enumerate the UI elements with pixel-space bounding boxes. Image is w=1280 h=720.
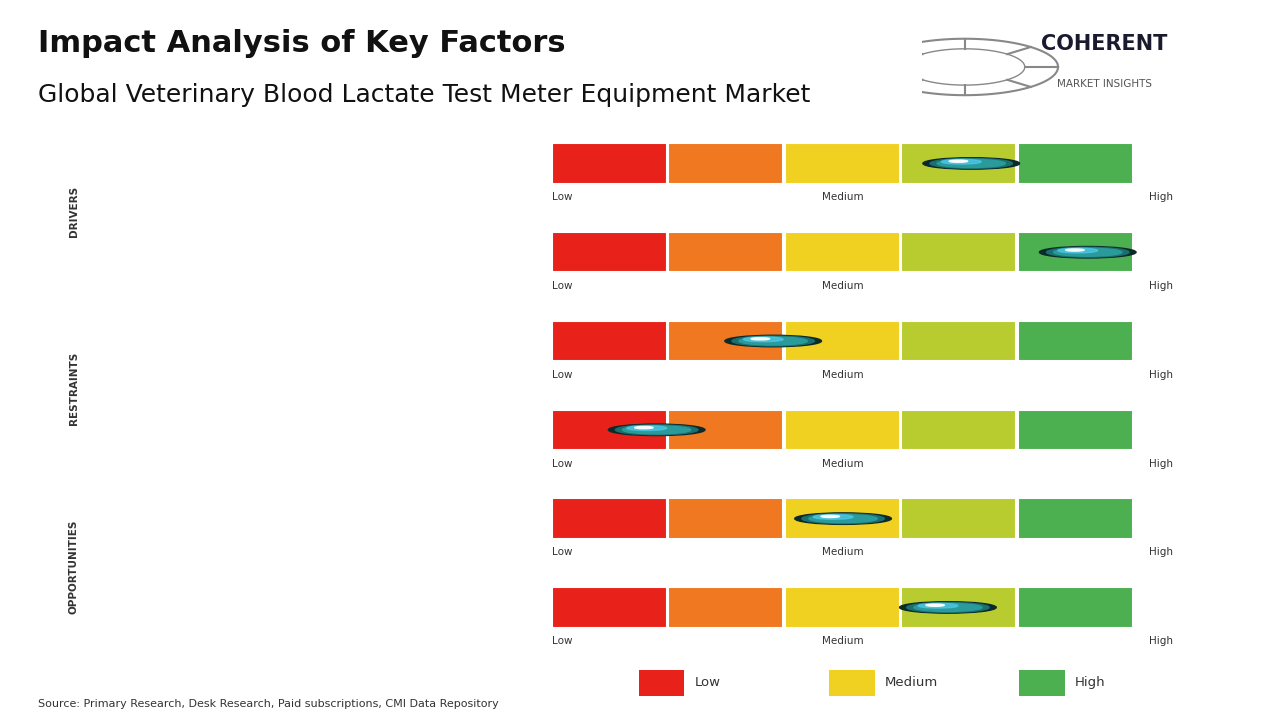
Text: Increasing Prevalence of Veterinary
Diseases & Disorders: Increasing Prevalence of Veterinary Dise… [136, 148, 372, 176]
Text: Medium: Medium [822, 281, 864, 291]
Circle shape [1039, 246, 1137, 258]
Circle shape [751, 338, 769, 340]
Text: Veterinary Point-of-Care & Portable
Diagnostic Equipment: Veterinary Point-of-Care & Portable Diag… [136, 593, 372, 621]
Circle shape [1066, 249, 1084, 251]
Circle shape [941, 159, 982, 164]
Circle shape [616, 425, 698, 435]
Text: Medium: Medium [822, 459, 864, 469]
Circle shape [627, 426, 667, 431]
FancyBboxPatch shape [901, 410, 1016, 450]
FancyBboxPatch shape [785, 498, 900, 539]
Text: Low: Low [695, 675, 721, 689]
Text: Source: Primary Research, Desk Research, Paid subscriptions, CMI Data Repository: Source: Primary Research, Desk Research,… [38, 699, 499, 709]
Circle shape [950, 160, 968, 162]
Text: High: High [1149, 281, 1174, 291]
Circle shape [937, 159, 1005, 168]
Text: Low: Low [552, 370, 572, 380]
Circle shape [739, 337, 808, 345]
Circle shape [931, 158, 1012, 168]
FancyBboxPatch shape [901, 232, 1016, 272]
Text: COHERENT: COHERENT [1042, 34, 1167, 54]
FancyBboxPatch shape [829, 670, 874, 696]
Text: Low: Low [552, 192, 572, 202]
Text: High: High [1075, 675, 1106, 689]
FancyBboxPatch shape [552, 587, 667, 628]
FancyBboxPatch shape [785, 320, 900, 361]
Circle shape [635, 426, 653, 428]
FancyBboxPatch shape [785, 143, 900, 184]
Text: High: High [1149, 370, 1174, 380]
Text: Low: Low [552, 281, 572, 291]
FancyBboxPatch shape [552, 410, 667, 450]
FancyBboxPatch shape [785, 232, 900, 272]
FancyBboxPatch shape [552, 498, 667, 539]
FancyBboxPatch shape [1018, 410, 1133, 450]
Circle shape [1057, 248, 1098, 253]
FancyBboxPatch shape [785, 587, 900, 628]
FancyBboxPatch shape [785, 410, 900, 450]
FancyBboxPatch shape [552, 320, 667, 361]
Text: Impact Analysis of Key Factors: Impact Analysis of Key Factors [38, 29, 566, 58]
Circle shape [918, 603, 957, 608]
Circle shape [724, 336, 822, 347]
Text: High Cost of Veterinary Diagnostic
Equipment & Procedures: High Cost of Veterinary Diagnostic Equip… [136, 326, 365, 354]
FancyBboxPatch shape [1019, 670, 1065, 696]
Text: High: High [1149, 192, 1174, 202]
Text: High: High [1149, 547, 1174, 557]
Circle shape [925, 604, 945, 606]
FancyBboxPatch shape [901, 320, 1016, 361]
Text: Medium: Medium [822, 370, 864, 380]
FancyBboxPatch shape [668, 587, 783, 628]
FancyBboxPatch shape [668, 232, 783, 272]
Text: Low: Low [552, 547, 572, 557]
FancyBboxPatch shape [552, 143, 667, 184]
Text: OPPORTUNITIES: OPPORTUNITIES [69, 519, 78, 613]
Text: MARKET INSIGHTS: MARKET INSIGHTS [1057, 79, 1152, 89]
FancyBboxPatch shape [1018, 232, 1133, 272]
Text: Medium: Medium [822, 192, 864, 202]
Circle shape [923, 158, 1020, 169]
Circle shape [809, 515, 877, 523]
Circle shape [622, 426, 691, 434]
Text: Medium: Medium [886, 675, 938, 689]
Circle shape [744, 337, 783, 342]
Circle shape [1053, 248, 1121, 256]
Text: Medium: Medium [822, 547, 864, 557]
Text: Potential Applications of Lactate Testing in
Other Veterinary Areas: Potential Applications of Lactate Testin… [136, 504, 421, 532]
Circle shape [608, 424, 705, 436]
Text: Global Veterinary Blood Lactate Test Meter Equipment Market: Global Veterinary Blood Lactate Test Met… [38, 83, 810, 107]
Text: High: High [1149, 459, 1174, 469]
Text: RESTRAINTS: RESTRAINTS [69, 352, 78, 426]
FancyBboxPatch shape [668, 498, 783, 539]
Text: Low: Low [552, 636, 572, 647]
Text: High: High [1149, 636, 1174, 647]
FancyBboxPatch shape [639, 670, 685, 696]
Text: Medium: Medium [822, 636, 864, 647]
FancyBboxPatch shape [668, 320, 783, 361]
Text: Low: Low [552, 459, 572, 469]
FancyBboxPatch shape [901, 498, 1016, 539]
Circle shape [906, 603, 989, 612]
FancyBboxPatch shape [1018, 587, 1133, 628]
Text: Lack of Trained Veterinary Professionals: Lack of Trained Veterinary Professionals [136, 423, 403, 436]
Circle shape [801, 514, 884, 523]
FancyBboxPatch shape [901, 143, 1016, 184]
FancyBboxPatch shape [1018, 320, 1133, 361]
Text: DRIVERS: DRIVERS [69, 186, 78, 237]
Circle shape [795, 513, 891, 524]
FancyBboxPatch shape [668, 143, 783, 184]
Circle shape [732, 336, 814, 346]
FancyBboxPatch shape [1018, 498, 1133, 539]
FancyBboxPatch shape [1018, 143, 1133, 184]
Circle shape [820, 516, 840, 518]
Circle shape [1047, 248, 1129, 257]
Text: Technological Advancements in Veterinary
Diagnostics: Technological Advancements in Veterinary… [136, 238, 417, 266]
FancyBboxPatch shape [901, 587, 1016, 628]
Circle shape [914, 603, 982, 611]
FancyBboxPatch shape [552, 232, 667, 272]
Circle shape [813, 515, 852, 519]
Circle shape [900, 602, 996, 613]
FancyBboxPatch shape [668, 410, 783, 450]
